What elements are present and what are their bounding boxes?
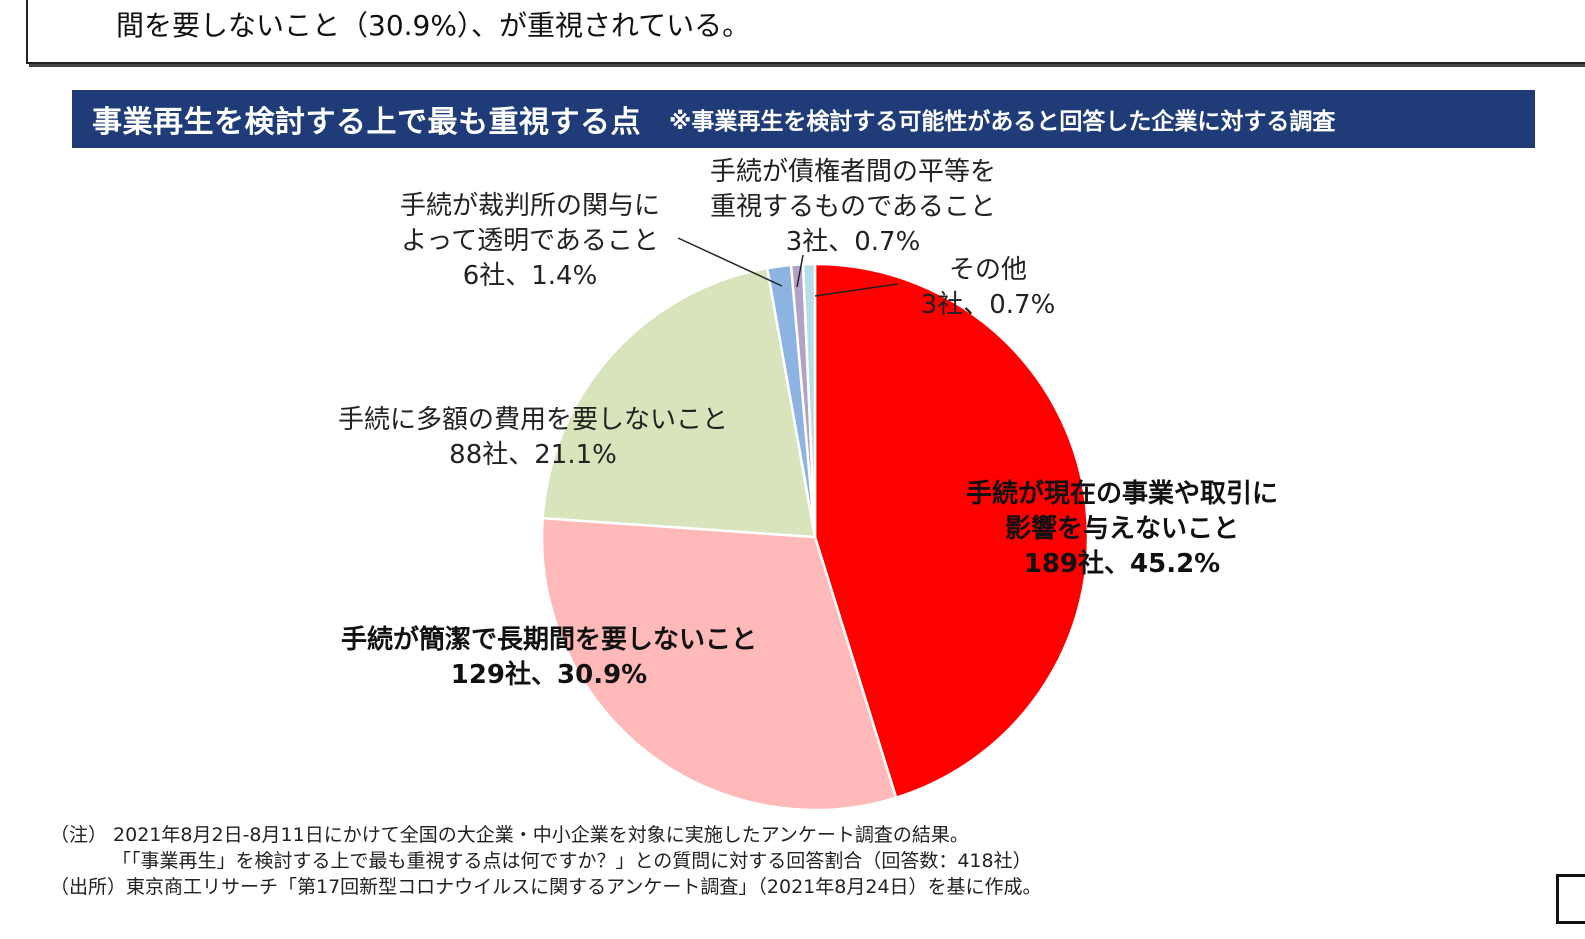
page-number-box — [1556, 874, 1585, 924]
leader-line-creditor-equality — [796, 254, 804, 288]
note-line-1: （注） 2021年8月2日-8月11日にかけて全国の大企業・中小企業を対象に実施… — [50, 824, 969, 846]
leader-line-other — [814, 283, 899, 297]
data-label-other: その他 3社、0.7% — [921, 255, 1056, 320]
data-label-no-business-impact: 手続が現在の事業や取引に影響を与えないこと 189社、45.2% — [966, 478, 1278, 579]
pie-slice-simple-short — [540, 516, 898, 812]
summary-text: 間を要しないこと（30.9%）、が重視されている。 — [116, 9, 751, 42]
data-label-simple-short: 手続が簡潔で長期間を要しないこと 129社、30.9% — [341, 624, 757, 690]
chart-title: 事業再生を検討する上で最も重視する点 — [92, 105, 641, 140]
summary-box: 間を要しないこと（30.9%）、が重視されている。 — [26, 0, 1585, 64]
data-label-creditor-equality: 手続が債権者間の平等を重視するものであること 3社、0.7% — [710, 157, 996, 257]
pie-slice-no-business-impact — [813, 262, 1090, 800]
pie-slice-low-cost — [541, 266, 817, 539]
pie-slice-other — [801, 262, 817, 538]
note-line-2: 「「事業再生」を検討する上で最も重視する点は何ですか？」との質問に対する回答割合… — [112, 850, 1032, 872]
leader-line-court-transparency — [677, 237, 783, 287]
chart-title-bar: 事業再生を検討する上で最も重視する点 ※事業再生を検討する可能性があると回答した… — [72, 90, 1535, 148]
source-line: （出所）東京商工リサーチ「第17回新型コロナウイルスに関するアンケート調査」（2… — [50, 876, 1042, 898]
data-label-low-cost: 手続に多額の費用を要しないこと 88社、21.1% — [338, 405, 728, 470]
footnotes: （注） 2021年8月2日-8月11日にかけて全国の大企業・中小企業を対象に実施… — [50, 822, 1042, 900]
data-label-court-transparency: 手続が裁判所の関与によって透明であること 6社、1.4% — [400, 191, 660, 291]
chart-subtitle: ※事業再生を検討する可能性があると回答した企業に対する調査 — [669, 109, 1336, 135]
